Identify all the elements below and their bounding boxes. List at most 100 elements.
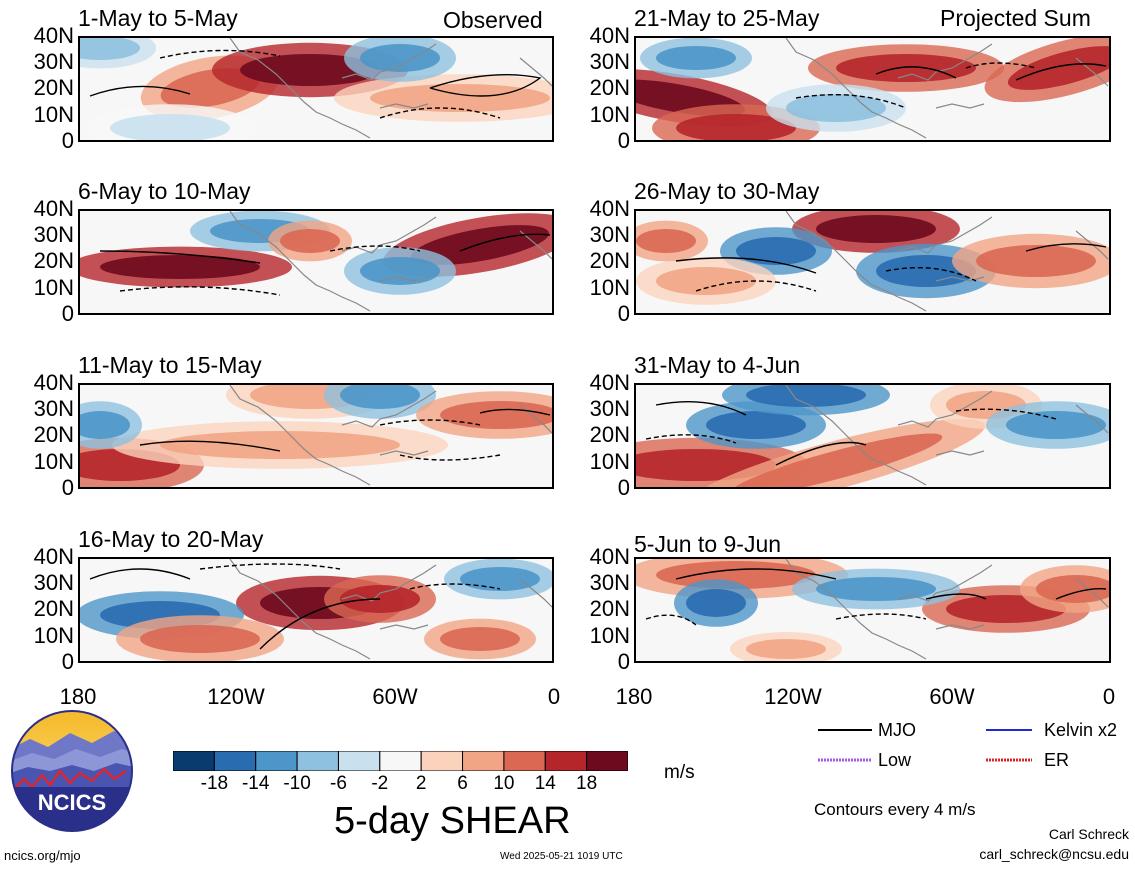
panel-title-4: 16-May to 20-May xyxy=(78,526,264,552)
shear-field-3 xyxy=(80,385,552,487)
projected-label: Projected Sum xyxy=(940,5,1091,31)
ytick-label: 0 xyxy=(61,648,74,674)
site-link[interactable]: ncics.org/mjo xyxy=(4,848,81,863)
shear-field-7 xyxy=(636,385,1109,487)
legend-mjo-label: MJO xyxy=(878,720,916,740)
ytick-label: 10N xyxy=(33,448,74,474)
ytick-label: 20N xyxy=(33,422,74,448)
ytick-label: 40N xyxy=(589,23,630,48)
panel-title-2: 6-May to 10-May xyxy=(78,178,251,204)
ytick-label: 10N xyxy=(589,274,630,300)
author-email[interactable]: carl_schreck@ncsu.edu xyxy=(979,846,1129,862)
legend-low-label: Low xyxy=(878,750,912,770)
map-panel-4 xyxy=(78,557,554,663)
ytick-label: 20N xyxy=(33,248,74,274)
units-label: m/s xyxy=(664,762,695,783)
ytick-label: 30N xyxy=(589,570,630,596)
panel-title-5: 21-May to 25-May xyxy=(634,5,820,31)
ytick-label: 10N xyxy=(33,622,74,648)
timestamp: Wed 2025-05-21 1019 UTC xyxy=(500,851,623,862)
xtick-right-60w: 60W xyxy=(929,684,975,709)
colorbar-tick-label: -2 xyxy=(371,773,389,794)
colorbar-tick-label: -14 xyxy=(241,773,270,794)
colorbar-swatch xyxy=(172,750,215,772)
ytick-label: 0 xyxy=(61,474,74,500)
colorbar-swatch xyxy=(296,750,339,772)
colorbar-tick-label: -18 xyxy=(200,773,229,794)
xtick-left-120w: 120W xyxy=(207,684,265,709)
colorbar-tick-label: 2 xyxy=(415,773,427,794)
panel-title-8: 5-Jun to 9-Jun xyxy=(634,531,782,557)
map-panel-7 xyxy=(634,383,1111,489)
ytick-label: 40N xyxy=(589,196,630,221)
ytick-label: 20N xyxy=(589,75,630,101)
xtick-left-60w: 60W xyxy=(372,684,418,709)
colorbar-tick-label: -10 xyxy=(283,773,311,794)
ytick-label: 0 xyxy=(61,300,74,326)
author: Carl Schreck xyxy=(1048,826,1129,842)
ytick-label: 40N xyxy=(33,370,74,395)
ytick-label: 30N xyxy=(589,49,630,75)
ytick-label: 40N xyxy=(33,544,74,569)
contours-note: Contours every 4 m/s xyxy=(814,800,976,819)
map-panel-5 xyxy=(634,36,1111,142)
colorbar-swatch xyxy=(255,750,298,772)
ytick-label: 20N xyxy=(33,75,74,101)
ytick-label: 10N xyxy=(33,274,74,300)
shear-field-4 xyxy=(80,559,552,661)
ytick-label: 30N xyxy=(33,222,74,248)
map-panel-8 xyxy=(634,557,1111,663)
xtick-right-120w: 120W xyxy=(764,684,822,709)
colorbar-tick-label: -6 xyxy=(330,773,347,794)
map-panel-6 xyxy=(634,209,1111,315)
xtick-right-0: 0 xyxy=(1102,684,1116,709)
xtick-left-180: 180 xyxy=(59,684,97,709)
colorbar-tick-label: 10 xyxy=(493,773,515,794)
ytick-label: 40N xyxy=(589,544,630,569)
colorbar-swatch xyxy=(379,750,422,772)
colorbar-tick-label: 18 xyxy=(576,773,598,794)
xtick-left-0: 0 xyxy=(547,684,561,709)
ytick-label: 10N xyxy=(589,101,630,127)
panel-title-6: 26-May to 30-May xyxy=(634,178,820,204)
ytick-label: 10N xyxy=(589,622,630,648)
ytick-label: 10N xyxy=(33,101,74,127)
shear-field-6 xyxy=(636,211,1109,313)
map-panel-3 xyxy=(78,383,554,489)
map-panel-1 xyxy=(78,36,554,142)
ytick-label: 20N xyxy=(589,422,630,448)
logo-text: NCICS xyxy=(38,790,106,815)
ytick-label: 0 xyxy=(617,127,630,153)
colorbar-swatch xyxy=(337,750,381,772)
ytick-label: 0 xyxy=(61,127,74,153)
colorbar-swatch xyxy=(462,750,505,772)
panel-title-3: 11-May to 15-May xyxy=(78,352,262,378)
ytick-label: 10N xyxy=(589,448,630,474)
panel-title-7: 31-May to 4-Jun xyxy=(634,352,801,378)
ytick-label: 30N xyxy=(33,49,74,75)
map-panel-2 xyxy=(78,209,554,315)
colorbar-swatch xyxy=(503,750,546,772)
colorbar xyxy=(172,750,629,772)
xtick-right-180: 180 xyxy=(615,684,653,709)
ytick-label: 20N xyxy=(589,248,630,274)
observed-label: Observed xyxy=(443,7,543,33)
colorbar-tick-label: 6 xyxy=(457,773,468,794)
ytick-label: 0 xyxy=(617,474,630,500)
ytick-label: 40N xyxy=(589,370,630,395)
ytick-label: 0 xyxy=(617,300,630,326)
ytick-label: 30N xyxy=(589,222,630,248)
ytick-label: 30N xyxy=(33,396,74,422)
colorbar-tick-label: 14 xyxy=(534,773,556,794)
ytick-label: 0 xyxy=(617,648,630,674)
shear-field-1 xyxy=(80,38,552,140)
colorbar-swatch xyxy=(544,750,588,772)
shear-field-8 xyxy=(636,559,1109,661)
ytick-label: 40N xyxy=(33,23,74,48)
colorbar-swatch xyxy=(586,750,629,772)
ytick-label: 30N xyxy=(33,570,74,596)
legend-kelvin-label: Kelvin x2 xyxy=(1044,720,1118,740)
panel-title-1: 1-May to 5-May xyxy=(78,5,238,31)
shear-field-5 xyxy=(636,38,1109,140)
colorbar-swatch xyxy=(213,750,257,772)
